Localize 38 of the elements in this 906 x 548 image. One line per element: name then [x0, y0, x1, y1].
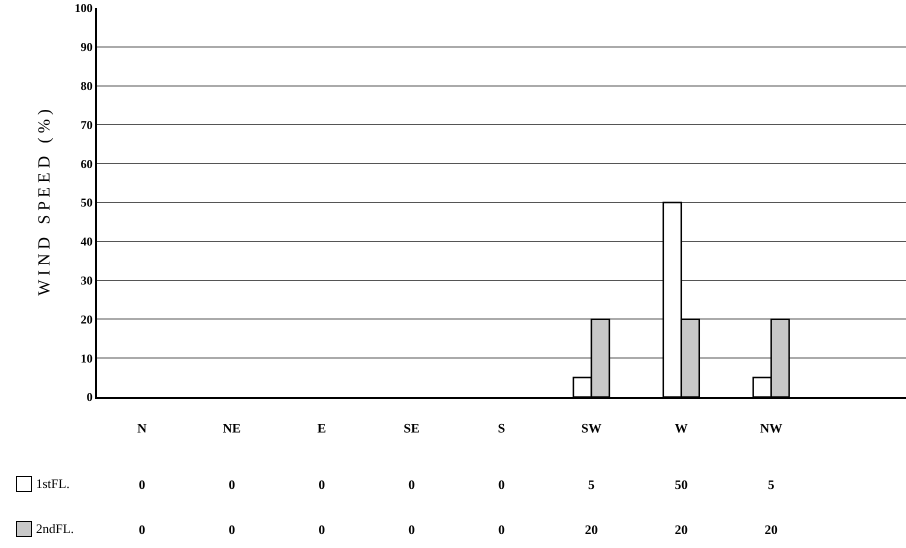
- legend-label: 2ndFL.: [36, 521, 74, 537]
- x-tick-label: SE: [404, 420, 420, 436]
- y-tick-label: 10: [80, 351, 93, 366]
- data-label: 50: [674, 477, 688, 493]
- x-tick-label: N: [137, 420, 148, 436]
- data-label: 0: [408, 477, 415, 493]
- x-tick-label: SW: [581, 420, 602, 436]
- x-tick-label: NW: [760, 420, 782, 436]
- data-label: 0: [228, 522, 236, 538]
- data-label: 5: [588, 477, 595, 493]
- data-label: 20: [764, 522, 778, 538]
- y-tick-label: 40: [80, 234, 93, 249]
- legend-label: 1stFL.: [36, 476, 70, 492]
- data-label: 20: [674, 522, 688, 538]
- data-label: 5: [768, 477, 774, 493]
- x-tick-label: S: [498, 420, 506, 436]
- data-label: 0: [408, 522, 415, 538]
- x-tick-label: E: [317, 420, 326, 436]
- y-tick-label: 20: [80, 312, 93, 326]
- y-tick-label: 50: [80, 196, 93, 210]
- y-tick-label: 90: [80, 40, 93, 54]
- data-label: 0: [498, 477, 505, 493]
- data-label: 0: [228, 477, 236, 493]
- y-tick-label: 60: [80, 156, 93, 171]
- y-tick-label: 100: [74, 1, 93, 16]
- data-label: 0: [318, 477, 325, 493]
- y-tick-label: 0: [86, 390, 93, 404]
- y-tick-label: 30: [80, 274, 93, 288]
- y-axis-title: W I N D S P E E D ( % ): [34, 109, 54, 296]
- data-label: 20: [584, 522, 598, 538]
- data-label: 0: [138, 522, 146, 538]
- data-label: 0: [138, 477, 146, 493]
- y-tick-label: 70: [80, 118, 93, 132]
- x-tick-label: W: [674, 420, 688, 436]
- data-label: 0: [498, 522, 505, 538]
- data-label: 0: [318, 522, 325, 538]
- y-tick-label: 80: [80, 79, 93, 93]
- x-tick-label: NE: [222, 420, 241, 436]
